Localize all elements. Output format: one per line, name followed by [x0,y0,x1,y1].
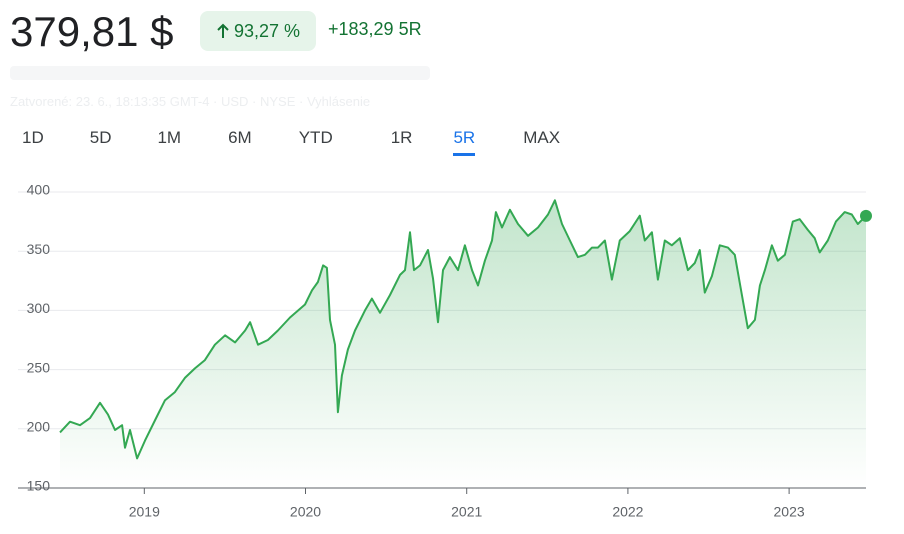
last-point [860,209,872,222]
range-tab[interactable]: 1D [22,128,44,147]
x-tick-label: 2021 [451,504,482,520]
up-arrow [217,23,229,38]
x-tick-label: 2020 [290,504,321,520]
x-tick-label: 2023 [774,504,805,520]
y-tick-label: 400 [27,182,51,198]
range-tab[interactable]: MAX [523,128,561,147]
y-tick-label: 150 [27,478,51,494]
range-tab[interactable]: 6M [228,128,252,147]
y-tick-label: 300 [27,300,51,316]
y-tick-label: 250 [27,359,51,375]
y-tick-label: 200 [27,419,51,435]
change-percent: 93,27 % [233,20,301,41]
y-tick-label: 350 [27,241,51,257]
x-tick-label: 2022 [612,504,643,520]
change-value: +183,29 5R [328,19,422,39]
blurred-line [10,66,430,80]
range-tab[interactable]: 1M [157,128,182,147]
range-tab[interactable]: 1R [390,128,413,147]
price-line [59,199,867,460]
range-tab[interactable]: 5D [89,128,112,147]
range-tab[interactable]: 5R [453,126,476,156]
change-percent-pill: 93,27 % [200,11,316,51]
range-tab[interactable]: YTD [298,128,333,147]
status-line: Zatvorené: 23. 6., 18:13:35 GMT-4 · USD … [10,94,371,109]
x-tick-label: 2019 [129,504,160,520]
price: 379,81 $ [10,8,174,55]
range-tabs: 1D 5D 1M 6M YTD 1R 5R MAX [22,126,600,156]
area-fill [60,200,866,489]
